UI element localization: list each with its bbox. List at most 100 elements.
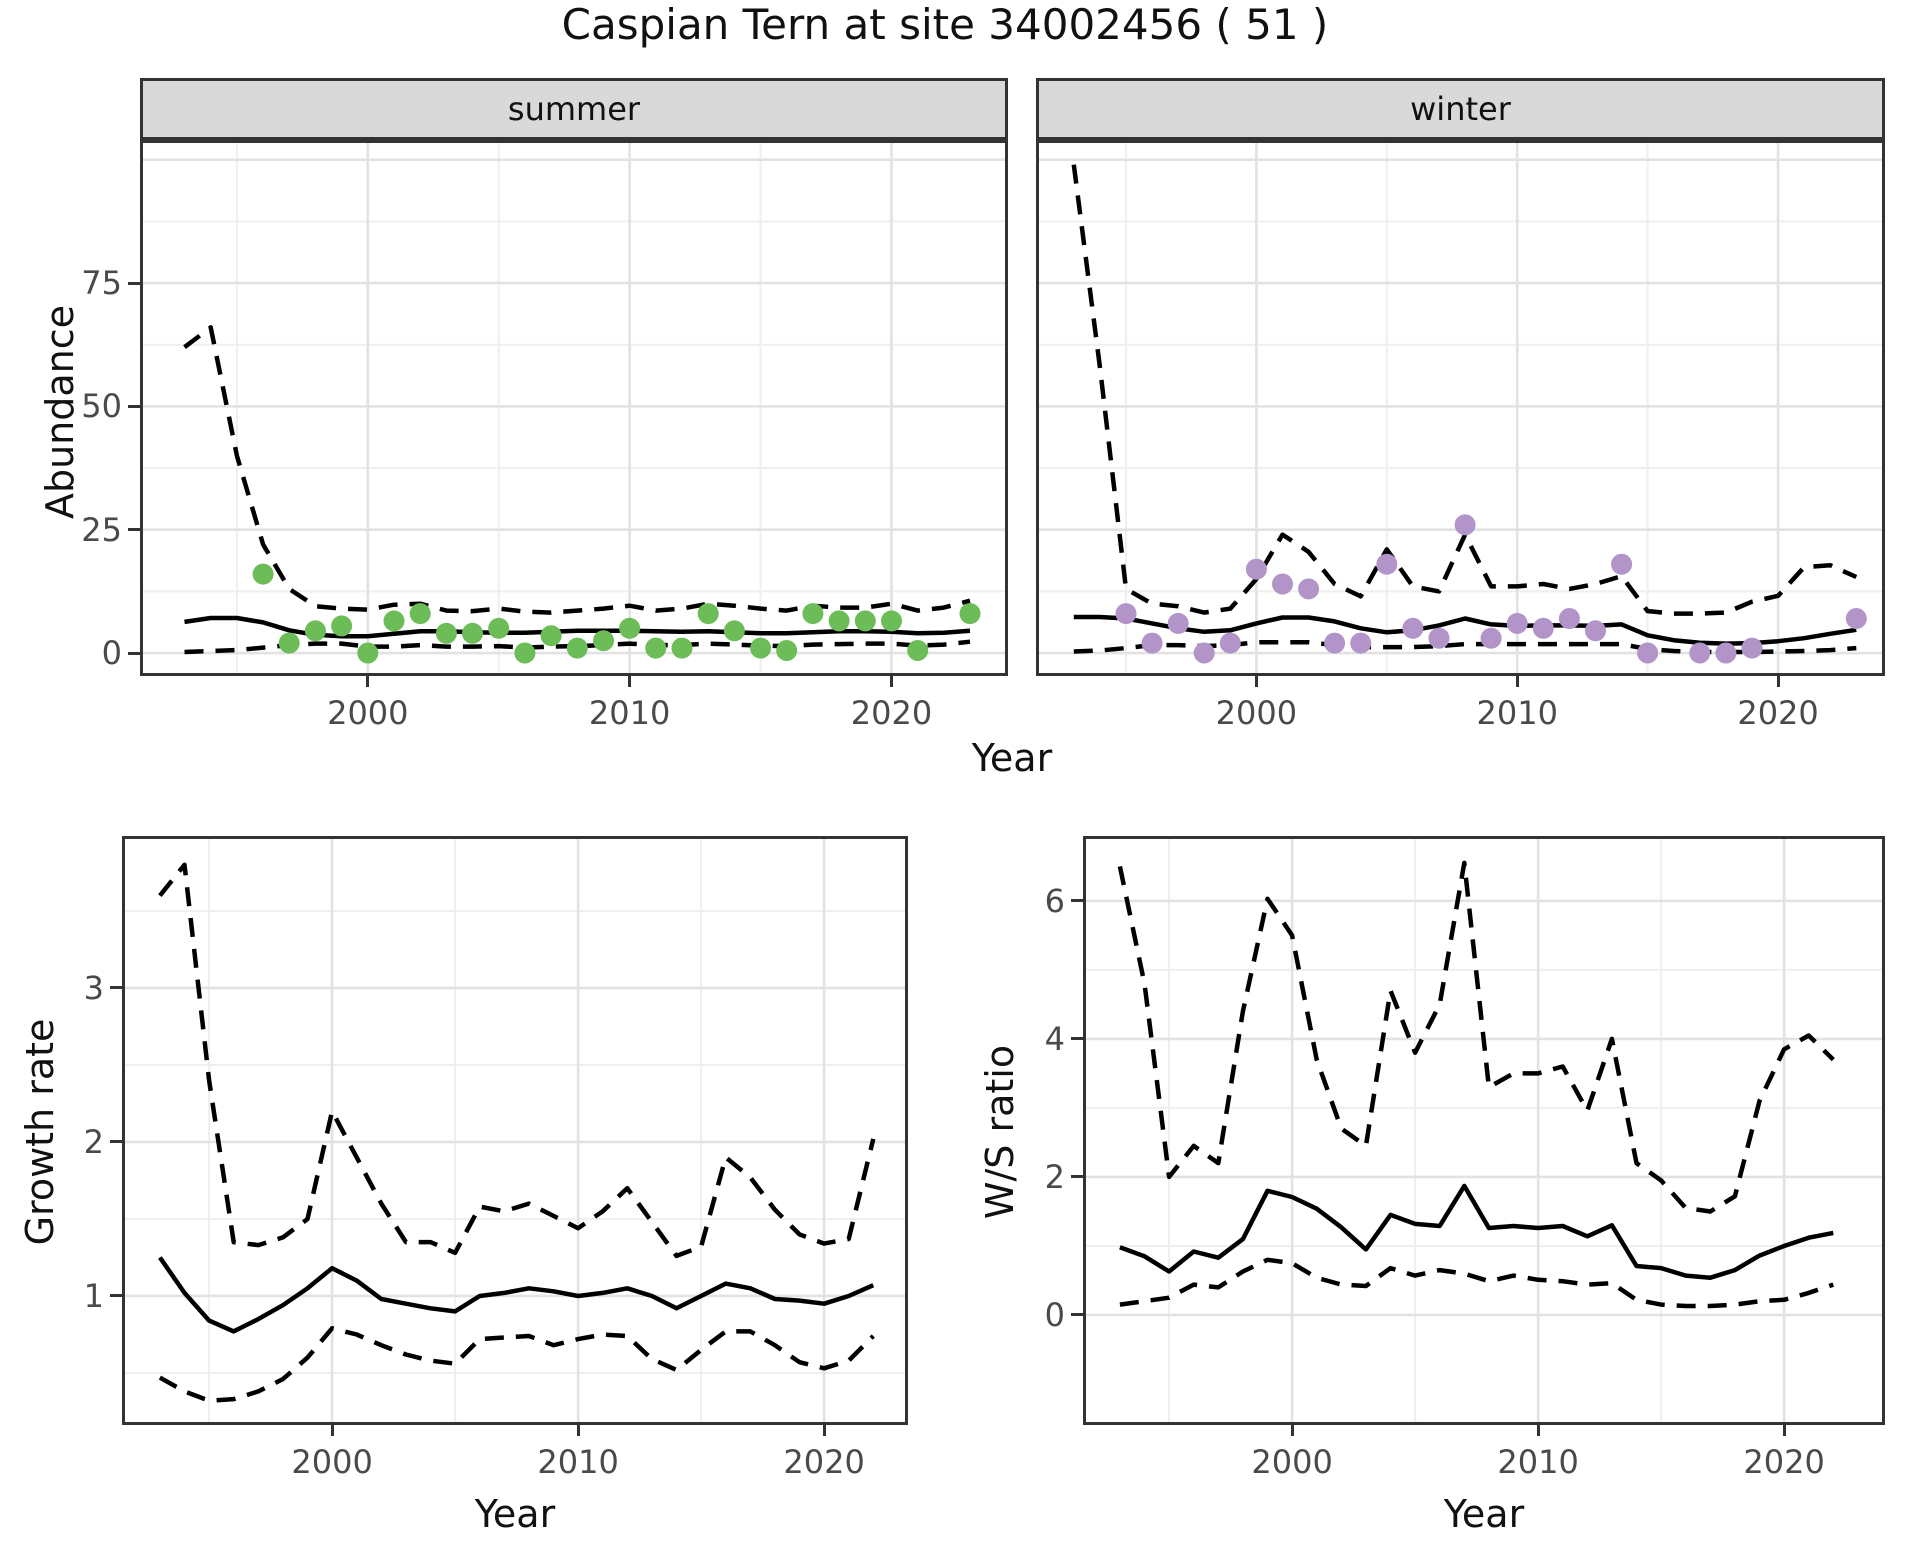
y-axis-tick-label: 2 bbox=[83, 1122, 104, 1161]
x-axis-title-year-bottom-right: Year bbox=[1443, 1492, 1525, 1536]
data-point bbox=[802, 603, 824, 625]
y-axis-tick-label: 25 bbox=[81, 510, 122, 549]
data-point bbox=[514, 642, 536, 664]
data-point bbox=[1324, 632, 1346, 654]
data-point bbox=[881, 610, 902, 632]
y-tick-mark bbox=[1071, 899, 1083, 903]
data-point bbox=[540, 625, 562, 647]
x-tick-mark bbox=[822, 1425, 826, 1436]
data-point bbox=[383, 610, 405, 632]
data-point bbox=[1741, 637, 1763, 659]
facet-strip-summer: summer bbox=[140, 78, 1008, 140]
data-point bbox=[304, 620, 326, 642]
data-point bbox=[1141, 632, 1163, 654]
data-point bbox=[1454, 514, 1476, 536]
y-tick-mark bbox=[1071, 1175, 1083, 1179]
y-axis-tick-label: 4 bbox=[1044, 1019, 1065, 1058]
x-tick-mark bbox=[330, 1425, 334, 1436]
data-point bbox=[1272, 573, 1293, 595]
y-axis-tick-label: 2 bbox=[1044, 1157, 1065, 1196]
x-tick-mark bbox=[576, 1425, 580, 1436]
y-tick-mark bbox=[128, 651, 140, 655]
y-tick-mark bbox=[128, 404, 140, 408]
y-axis-tick-label: 0 bbox=[101, 634, 122, 672]
data-point bbox=[435, 622, 457, 644]
data-point bbox=[1376, 553, 1398, 575]
panel-abundance-summer bbox=[140, 140, 1008, 676]
x-tick-mark bbox=[889, 676, 893, 687]
facet-strip-winter-label: winter bbox=[1410, 90, 1511, 128]
data-point bbox=[1167, 612, 1189, 634]
data-point bbox=[907, 640, 929, 661]
x-axis-tick-label: 2010 bbox=[1476, 694, 1558, 732]
data-point bbox=[357, 642, 379, 664]
data-point bbox=[1845, 608, 1867, 629]
x-axis-tick-label: 2020 bbox=[1737, 694, 1819, 732]
data-point bbox=[1585, 620, 1606, 642]
data-point bbox=[750, 637, 772, 659]
x-tick-mark bbox=[1536, 1425, 1540, 1436]
y-axis-tick-label: 3 bbox=[83, 968, 104, 1007]
data-point bbox=[1611, 553, 1633, 575]
x-axis-tick-label: 2000 bbox=[291, 1443, 373, 1481]
y-tick-mark bbox=[1071, 1313, 1083, 1317]
data-point bbox=[1506, 612, 1528, 634]
data-point bbox=[593, 630, 614, 652]
x-tick-mark bbox=[1290, 1425, 1294, 1436]
x-axis-tick-label: 2010 bbox=[1497, 1443, 1579, 1481]
x-tick-mark bbox=[1254, 676, 1258, 687]
x-tick-mark bbox=[1515, 676, 1519, 687]
panel-ws-ratio bbox=[1083, 836, 1885, 1425]
data-point bbox=[1715, 642, 1737, 664]
x-axis-tick-label: 2000 bbox=[1251, 1443, 1333, 1481]
data-point bbox=[1637, 642, 1659, 664]
x-axis-title-year-top: Year bbox=[971, 736, 1053, 780]
data-point bbox=[1245, 558, 1267, 580]
x-axis-title-year-bottom-left: Year bbox=[474, 1492, 556, 1536]
facet-strip-summer-label: summer bbox=[507, 90, 641, 128]
x-axis-tick-label: 2000 bbox=[327, 694, 409, 732]
panel-growth-rate bbox=[122, 836, 908, 1425]
data-point bbox=[331, 615, 353, 637]
y-tick-mark bbox=[128, 281, 140, 285]
y-axis-tick-label: 6 bbox=[1044, 881, 1065, 920]
data-point bbox=[278, 632, 300, 654]
data-point bbox=[488, 617, 510, 639]
data-point bbox=[1532, 617, 1554, 639]
data-point bbox=[1219, 632, 1241, 654]
x-axis-tick-label: 2000 bbox=[1215, 694, 1298, 732]
data-point bbox=[854, 610, 876, 632]
y-tick-mark bbox=[110, 1140, 122, 1144]
data-point bbox=[723, 620, 745, 642]
data-point bbox=[252, 563, 274, 585]
x-axis-tick-label: 2010 bbox=[588, 694, 671, 732]
data-point bbox=[1350, 632, 1372, 654]
data-point bbox=[1298, 578, 1320, 600]
data-point bbox=[1193, 642, 1215, 664]
y-axis-tick-label: 0 bbox=[1044, 1295, 1065, 1334]
data-point bbox=[462, 622, 483, 644]
data-point bbox=[828, 610, 850, 632]
data-point bbox=[1689, 642, 1711, 664]
x-tick-mark bbox=[628, 676, 632, 687]
data-point bbox=[697, 603, 719, 625]
x-axis-tick-label: 2020 bbox=[850, 694, 933, 732]
y-axis-tick-label: 75 bbox=[81, 264, 122, 303]
data-point bbox=[671, 637, 693, 659]
x-tick-mark bbox=[1776, 676, 1780, 687]
data-point bbox=[1558, 608, 1580, 629]
x-axis-tick-label: 2020 bbox=[1743, 1443, 1825, 1481]
data-point bbox=[409, 603, 431, 625]
data-point bbox=[566, 637, 588, 659]
facet-strip-winter: winter bbox=[1036, 78, 1885, 140]
data-point bbox=[645, 637, 667, 659]
data-point bbox=[1115, 603, 1137, 625]
data-point bbox=[1428, 627, 1450, 649]
y-axis-tick-label: 50 bbox=[81, 387, 122, 426]
chart-title: Caspian Tern at site 34002456 ( 51 ) bbox=[561, 0, 1329, 49]
data-point bbox=[619, 617, 641, 639]
y-tick-mark bbox=[110, 1294, 122, 1298]
x-axis-tick-label: 2020 bbox=[783, 1443, 865, 1481]
data-point bbox=[1480, 627, 1502, 649]
